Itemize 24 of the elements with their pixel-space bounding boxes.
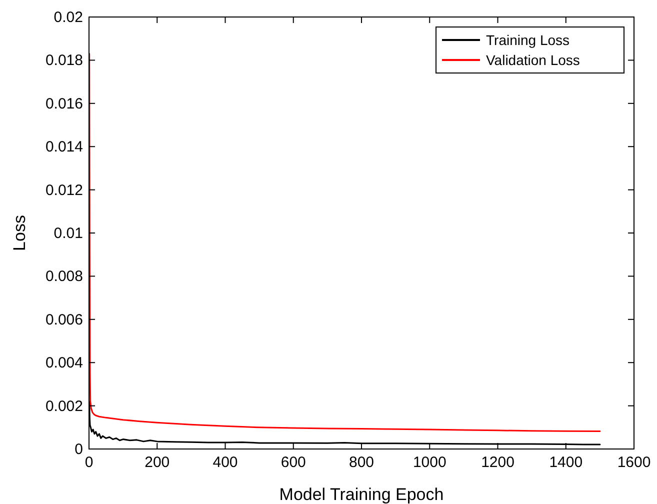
y-tick-label: 0.01 bbox=[54, 225, 83, 242]
y-tick-label: 0.012 bbox=[45, 182, 83, 199]
x-tick-label: 1400 bbox=[549, 454, 583, 471]
legend-label: Validation Loss bbox=[486, 52, 580, 68]
x-tick-label: 400 bbox=[212, 454, 238, 471]
x-tick-label: 1000 bbox=[412, 454, 446, 471]
x-axis-title: Model Training Epoch bbox=[279, 485, 444, 504]
y-tick-label: 0.004 bbox=[45, 354, 83, 372]
x-tick-label: 1600 bbox=[617, 454, 651, 471]
legend-label: Training Loss bbox=[486, 32, 570, 48]
y-tick-label: 0.02 bbox=[54, 9, 83, 26]
y-tick-label: 0 bbox=[74, 441, 83, 458]
y-tick-label: 0.014 bbox=[45, 138, 83, 156]
y-axis-title: Loss bbox=[10, 215, 29, 251]
y-tick-label: 0.018 bbox=[45, 52, 83, 70]
x-tick-label: 0 bbox=[84, 454, 94, 471]
x-tick-label: 200 bbox=[144, 454, 170, 471]
x-tick-label: 1200 bbox=[481, 454, 514, 471]
y-tick-label: 0.006 bbox=[45, 311, 83, 328]
y-tick-label: 0.008 bbox=[45, 268, 83, 286]
x-tick-label: 800 bbox=[348, 454, 374, 471]
x-tick-label: 600 bbox=[280, 454, 306, 471]
y-tick-label: 0.002 bbox=[45, 398, 83, 415]
y-tick-label: 0.016 bbox=[45, 95, 83, 112]
